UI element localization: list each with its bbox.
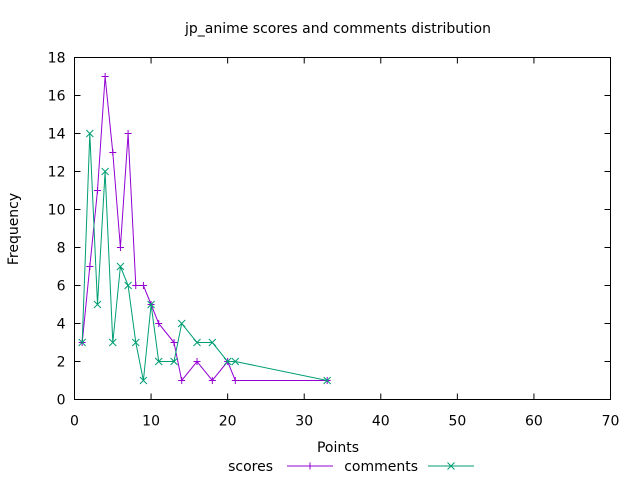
data-point-comments bbox=[193, 338, 201, 347]
legend-marker bbox=[306, 462, 314, 470]
data-point-scores bbox=[86, 263, 94, 270]
data-point-comments bbox=[208, 338, 217, 347]
x-tick-label: 10 bbox=[142, 414, 160, 430]
x-tick-label: 60 bbox=[525, 414, 543, 430]
y-tick-label: 4 bbox=[57, 317, 66, 333]
y-tick-label: 16 bbox=[48, 89, 66, 105]
x-axis-label: Points bbox=[317, 440, 359, 456]
y-axis-label: Frequency bbox=[6, 193, 22, 265]
data-point-comments bbox=[177, 319, 186, 328]
data-point-scores bbox=[109, 149, 117, 156]
series-layer bbox=[78, 73, 332, 385]
data-point-scores bbox=[208, 377, 216, 384]
y-tick-label: 14 bbox=[48, 127, 66, 143]
y-tick-label: 12 bbox=[48, 165, 66, 181]
data-point-comments bbox=[147, 300, 155, 309]
plot-frame bbox=[74, 57, 611, 400]
x-tick-label: 40 bbox=[372, 414, 390, 430]
data-point-scores bbox=[178, 377, 186, 384]
data-point-comments bbox=[231, 357, 240, 366]
legend-label: scores bbox=[228, 459, 273, 475]
x-tick-label: 30 bbox=[295, 414, 313, 430]
data-point-comments bbox=[139, 376, 148, 385]
data-point-comments bbox=[116, 262, 125, 271]
y-tick-label: 2 bbox=[57, 355, 66, 371]
axis-ticks: 0 2 4 6 8 10 12 14 16 18 0 10 20 30 40 50 60 70 bbox=[48, 51, 620, 430]
legend-entry-comments: comments bbox=[344, 459, 474, 475]
data-point-scores bbox=[193, 358, 201, 365]
data-point-comments bbox=[170, 357, 178, 366]
data-point-scores bbox=[132, 282, 140, 289]
legend-label: comments bbox=[344, 459, 418, 475]
y-tick-label: 10 bbox=[48, 203, 66, 219]
data-point-comments bbox=[131, 338, 140, 347]
data-point-scores bbox=[155, 320, 163, 327]
x-tick-label: 20 bbox=[219, 414, 237, 430]
data-point-comments bbox=[93, 300, 102, 309]
data-point-comments bbox=[85, 129, 94, 138]
series-line-scores bbox=[81, 76, 328, 382]
data-point-scores bbox=[139, 282, 147, 289]
x-tick-label: 0 bbox=[70, 414, 79, 430]
legend: scores comments bbox=[228, 459, 474, 475]
data-point-scores bbox=[231, 377, 239, 384]
y-tick-label: 6 bbox=[57, 279, 66, 295]
x-tick-label: 50 bbox=[448, 414, 466, 430]
data-point-comments bbox=[223, 357, 232, 366]
data-point-scores bbox=[170, 339, 178, 346]
y-tick-label: 8 bbox=[57, 241, 66, 257]
series-comments bbox=[78, 129, 332, 385]
x-tick-label: 70 bbox=[602, 414, 620, 430]
data-point-scores bbox=[124, 130, 132, 137]
data-point-scores bbox=[116, 244, 124, 251]
legend-marker bbox=[447, 462, 455, 470]
data-point-comments bbox=[124, 281, 132, 290]
data-point-scores bbox=[101, 73, 109, 80]
y-tick-label: 0 bbox=[57, 393, 66, 409]
data-point-comments bbox=[323, 376, 332, 385]
data-point-comments bbox=[154, 357, 163, 366]
data-point-comments bbox=[108, 338, 117, 347]
legend-entry-scores: scores bbox=[228, 459, 333, 475]
chart-title: jp_anime scores and comments distributio… bbox=[184, 21, 491, 37]
data-point-scores bbox=[93, 187, 101, 194]
data-point-comments bbox=[78, 338, 87, 347]
y-tick-label: 18 bbox=[48, 51, 66, 67]
data-point-comments bbox=[101, 167, 109, 176]
